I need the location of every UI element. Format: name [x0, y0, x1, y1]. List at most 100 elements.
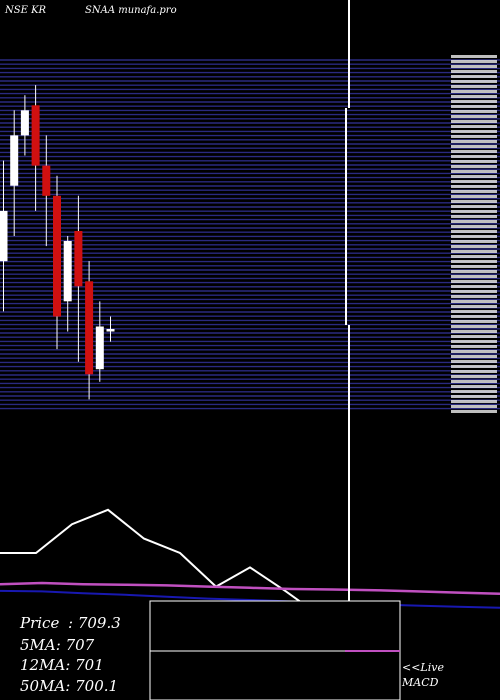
axis-label-mark	[451, 210, 497, 213]
axis-label-mark	[451, 225, 497, 228]
live-macd-label: <<Live MACD	[402, 660, 444, 690]
price-value: : 709.3	[68, 614, 121, 632]
axis-label-mark	[451, 100, 497, 103]
axis-label-mark	[451, 350, 497, 353]
axis-label-mark	[451, 405, 497, 408]
candlestick-series	[0, 85, 115, 400]
axis-label-mark	[451, 355, 497, 358]
axis-label-mark	[451, 85, 497, 88]
axis-label-mark	[451, 255, 497, 258]
candle-body	[10, 135, 19, 186]
axis-label-mark	[451, 65, 497, 68]
axis-label-mark	[451, 220, 497, 223]
axis-label-mark	[451, 300, 497, 303]
axis-label-mark	[451, 165, 497, 168]
axis-label-mark	[451, 125, 497, 128]
ma5-value: : 707	[55, 636, 95, 654]
axis-label-mark	[451, 175, 497, 178]
axis-label-mark	[451, 375, 497, 378]
axis-label-mark	[451, 310, 497, 313]
axis-label-mark	[451, 245, 497, 248]
ma5-label: 5MA	[20, 636, 56, 654]
candle-body	[85, 281, 94, 375]
live-label: <<Live	[402, 661, 444, 674]
axis-label-mark	[451, 60, 497, 63]
axis-label-mark	[451, 145, 497, 148]
axis-label-mark	[451, 200, 497, 203]
axis-label-mark	[451, 385, 497, 388]
ma50-label: 50MA	[20, 677, 66, 695]
candle-body	[20, 110, 29, 136]
ma12-value: : 701	[65, 656, 104, 674]
axis-label-mark	[451, 250, 497, 253]
blue-ma-line	[0, 589, 500, 609]
axis-label-mark	[451, 280, 497, 283]
price-axis-labels	[451, 55, 497, 413]
axis-label-mark	[451, 215, 497, 218]
axis-label-mark	[451, 275, 497, 278]
site-name: SNAA munafa.pro	[85, 5, 177, 16]
ma50-row: 50MA: 700.1	[20, 677, 118, 695]
candle-body	[95, 326, 104, 370]
axis-label-mark	[451, 335, 497, 338]
ma12-row: 12MA: 701	[20, 656, 104, 674]
axis-label-mark	[451, 360, 497, 363]
axis-label-mark	[451, 140, 497, 143]
axis-label-mark	[451, 180, 497, 183]
candle-body	[53, 195, 61, 317]
price-grid	[0, 59, 500, 410]
axis-label-mark	[451, 70, 497, 73]
price-row: Price : 709.3	[20, 614, 121, 632]
axis-label-mark	[451, 325, 497, 328]
axis-label-mark	[451, 110, 497, 113]
axis-label-mark	[451, 155, 497, 158]
axis-label-mark	[451, 305, 497, 308]
candle-body	[0, 210, 8, 262]
price-label: Price	[20, 614, 60, 632]
axis-label-mark	[451, 345, 497, 348]
axis-label-mark	[451, 190, 497, 193]
candle-body	[74, 231, 83, 287]
axis-label-mark	[451, 400, 497, 403]
axis-label-mark	[451, 55, 497, 58]
candle-body	[31, 105, 40, 166]
axis-label-mark	[451, 390, 497, 393]
axis-label-mark	[451, 80, 497, 83]
macd-label: MACD	[402, 676, 439, 689]
axis-label-mark	[451, 75, 497, 78]
axis-label-mark	[451, 295, 497, 298]
axis-label-mark	[451, 115, 497, 118]
axis-label-mark	[451, 195, 497, 198]
axis-label-mark	[451, 370, 497, 373]
ma12-label: 12MA	[20, 656, 66, 674]
axis-label-mark	[451, 340, 497, 343]
axis-label-mark	[451, 150, 497, 153]
axis-label-mark	[451, 160, 497, 163]
ma5-row: 5MA: 707	[20, 636, 94, 654]
ma50-value: : 700.1	[65, 677, 119, 695]
axis-label-mark	[451, 330, 497, 333]
axis-label-mark	[451, 95, 497, 98]
axis-label-mark	[451, 395, 497, 398]
axis-label-mark	[451, 265, 497, 268]
axis-label-mark	[451, 380, 497, 383]
candle-body	[106, 329, 115, 332]
axis-label-mark	[451, 410, 497, 413]
axis-label-mark	[451, 270, 497, 273]
axis-label-mark	[451, 135, 497, 138]
axis-label-mark	[451, 260, 497, 263]
axis-label-mark	[451, 290, 497, 293]
axis-label-mark	[451, 235, 497, 238]
axis-label-mark	[451, 315, 497, 318]
axis-label-mark	[451, 105, 497, 108]
axis-label-mark	[451, 90, 497, 93]
long-ma-line	[0, 581, 500, 596]
axis-label-mark	[451, 170, 497, 173]
axis-label-mark	[451, 205, 497, 208]
axis-label-mark	[451, 285, 497, 288]
axis-label-mark	[451, 240, 497, 243]
axis-label-mark	[451, 130, 497, 133]
candle-body	[42, 165, 51, 196]
axis-label-mark	[451, 185, 497, 188]
